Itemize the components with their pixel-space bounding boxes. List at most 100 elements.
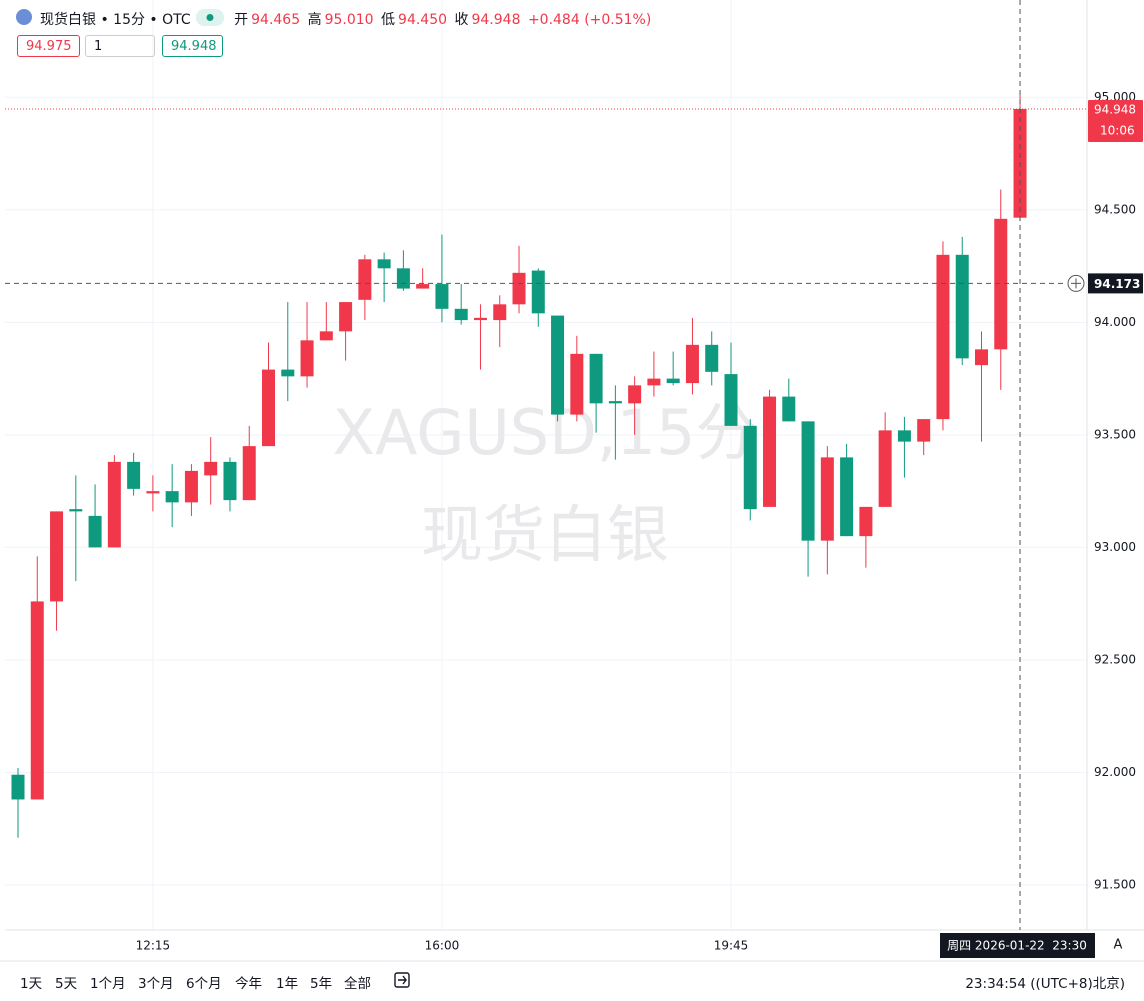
buy-button[interactable]: 94.948 bbox=[162, 35, 223, 57]
candle-body bbox=[917, 419, 931, 442]
candle-body bbox=[763, 396, 777, 507]
range-button[interactable]: 5年 bbox=[310, 976, 333, 992]
crosshair-price-box bbox=[1088, 273, 1143, 294]
candle-body bbox=[281, 369, 295, 377]
y-tick-label: 93.500 bbox=[1094, 427, 1136, 441]
range-button[interactable]: 1天 bbox=[20, 976, 43, 992]
candle-body bbox=[435, 284, 449, 309]
candle-body bbox=[223, 461, 237, 501]
symbol: 现货白银 • 15分 • OTC bbox=[40, 12, 191, 28]
candle-body bbox=[493, 304, 507, 321]
label: 高 bbox=[307, 12, 322, 28]
sell-button[interactable]: 94.975 bbox=[17, 35, 80, 57]
crosshair-time-label: 周四 2026-01-22 23:30 bbox=[947, 939, 1087, 953]
y-tick-label: 94.500 bbox=[1094, 202, 1136, 216]
candle-body bbox=[107, 461, 121, 548]
candle-body bbox=[69, 509, 83, 512]
candle-body bbox=[184, 470, 198, 503]
candle-body bbox=[88, 515, 102, 548]
clock: 23:34:54 ((UTC+8)北京) bbox=[965, 976, 1125, 992]
candle-body bbox=[242, 446, 256, 501]
y-tick-label: 92.000 bbox=[1094, 765, 1136, 779]
value: 94.450 bbox=[398, 12, 448, 28]
value: 94.465 bbox=[251, 12, 301, 28]
last-price-box bbox=[1088, 99, 1143, 142]
range-button[interactable]: 1个月 bbox=[90, 976, 126, 992]
candle-body bbox=[878, 430, 892, 507]
candle-body bbox=[300, 340, 314, 377]
candle-body bbox=[975, 349, 988, 366]
x-tick-label: 19:45 bbox=[714, 939, 749, 953]
range-button[interactable]: 全部 bbox=[344, 976, 371, 992]
label: 开 bbox=[234, 12, 249, 28]
candle-body bbox=[628, 385, 642, 404]
x-tick-label: 12:15 bbox=[136, 939, 171, 953]
range-button[interactable]: 1年 bbox=[276, 976, 299, 992]
candle-body bbox=[319, 331, 333, 341]
qty-input[interactable]: 1 bbox=[85, 35, 155, 57]
x-tick-label: 16:00 bbox=[425, 939, 460, 953]
candle-body bbox=[30, 601, 44, 800]
candle-body bbox=[782, 396, 796, 422]
range-button[interactable]: 今年 bbox=[235, 976, 262, 992]
y-tick-label: 92.500 bbox=[1094, 652, 1136, 666]
candle-body bbox=[994, 218, 1008, 350]
y-tick-label: 94.000 bbox=[1094, 315, 1136, 329]
candle-body bbox=[666, 378, 680, 384]
symbol-icon bbox=[16, 9, 32, 25]
change: +0.484 (+0.51%) bbox=[527, 12, 652, 28]
candle-body bbox=[165, 491, 179, 503]
candle-body bbox=[955, 254, 969, 359]
label: 收 bbox=[454, 12, 469, 28]
y-tick-label: 91.500 bbox=[1094, 877, 1136, 891]
candle-body bbox=[897, 430, 911, 442]
candle-body bbox=[936, 254, 950, 420]
candle-body bbox=[608, 401, 622, 404]
candle-body bbox=[358, 259, 372, 300]
candle-body bbox=[859, 506, 873, 537]
candle-body bbox=[724, 374, 738, 426]
countdown: 10:06 bbox=[1100, 123, 1135, 137]
candle-body bbox=[204, 461, 218, 476]
header: 现货白银 • 15分 • OTC 开 94.465 高 95.010 低 94.450… bbox=[40, 9, 654, 29]
candle-body bbox=[454, 308, 468, 321]
value: 95.010 bbox=[324, 12, 374, 28]
range-button[interactable]: 6个月 bbox=[186, 976, 222, 992]
candle-body bbox=[377, 259, 391, 269]
candle-body bbox=[146, 491, 160, 494]
candle-body bbox=[473, 317, 487, 321]
status-dot bbox=[206, 14, 214, 21]
candle-body bbox=[50, 511, 64, 602]
candle-body bbox=[339, 302, 353, 332]
grid bbox=[5, 0, 1087, 930]
value: 94.948 bbox=[471, 12, 521, 28]
range-button[interactable]: 5天 bbox=[55, 976, 78, 992]
candle-body bbox=[705, 344, 719, 372]
watermark: XAGUSD,15分 bbox=[333, 396, 758, 469]
candle-body bbox=[127, 461, 141, 489]
candle-body bbox=[840, 457, 854, 537]
candle-body bbox=[743, 425, 757, 510]
candle-body bbox=[589, 353, 603, 404]
candle-body bbox=[685, 344, 699, 384]
label: 低 bbox=[381, 12, 396, 28]
crosshair-add bbox=[1071, 278, 1081, 289]
candle-body bbox=[531, 270, 545, 314]
candle-body bbox=[551, 315, 565, 415]
compare-icon[interactable] bbox=[394, 972, 410, 988]
candle-body bbox=[512, 272, 526, 305]
range-button[interactable]: 3个月 bbox=[138, 976, 174, 992]
auto-scale[interactable]: A bbox=[1114, 938, 1123, 953]
crosshair-time-box bbox=[940, 933, 1095, 958]
candle-body bbox=[801, 421, 815, 541]
y-tick-label: 93.000 bbox=[1094, 540, 1136, 554]
candle-body bbox=[647, 378, 661, 386]
candle-body bbox=[820, 457, 834, 541]
candle-body bbox=[262, 369, 276, 447]
candle-body bbox=[416, 284, 430, 289]
candle-body bbox=[396, 268, 410, 289]
last-price-label: 94.948 bbox=[1094, 102, 1136, 116]
watermark: 现货白银 bbox=[421, 498, 669, 571]
